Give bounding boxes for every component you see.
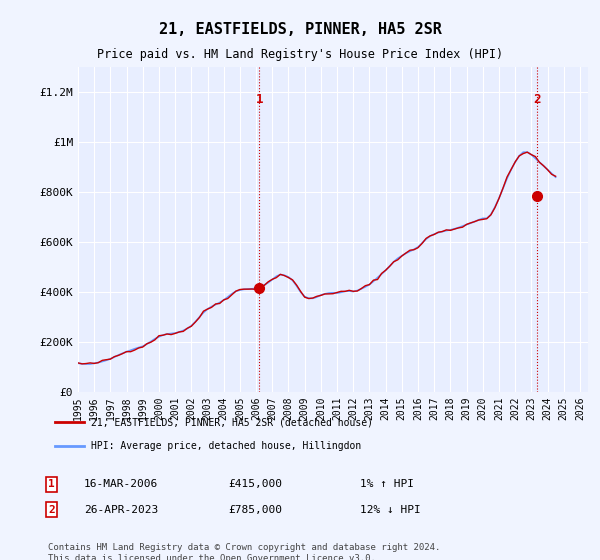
Text: 12% ↓ HPI: 12% ↓ HPI xyxy=(360,505,421,515)
Text: 1: 1 xyxy=(48,479,55,489)
Text: 2: 2 xyxy=(533,93,540,106)
Text: 26-APR-2023: 26-APR-2023 xyxy=(84,505,158,515)
Text: 1: 1 xyxy=(256,93,263,106)
Text: £415,000: £415,000 xyxy=(228,479,282,489)
Text: 2: 2 xyxy=(48,505,55,515)
Text: 21, EASTFIELDS, PINNER, HA5 2SR: 21, EASTFIELDS, PINNER, HA5 2SR xyxy=(158,22,442,38)
Text: Contains HM Land Registry data © Crown copyright and database right 2024.
This d: Contains HM Land Registry data © Crown c… xyxy=(48,543,440,560)
Text: Price paid vs. HM Land Registry's House Price Index (HPI): Price paid vs. HM Land Registry's House … xyxy=(97,48,503,60)
Text: 21, EASTFIELDS, PINNER, HA5 2SR (detached house): 21, EASTFIELDS, PINNER, HA5 2SR (detache… xyxy=(91,417,373,427)
Text: £785,000: £785,000 xyxy=(228,505,282,515)
Text: 16-MAR-2006: 16-MAR-2006 xyxy=(84,479,158,489)
Text: HPI: Average price, detached house, Hillingdon: HPI: Average price, detached house, Hill… xyxy=(91,441,361,451)
Text: 1% ↑ HPI: 1% ↑ HPI xyxy=(360,479,414,489)
